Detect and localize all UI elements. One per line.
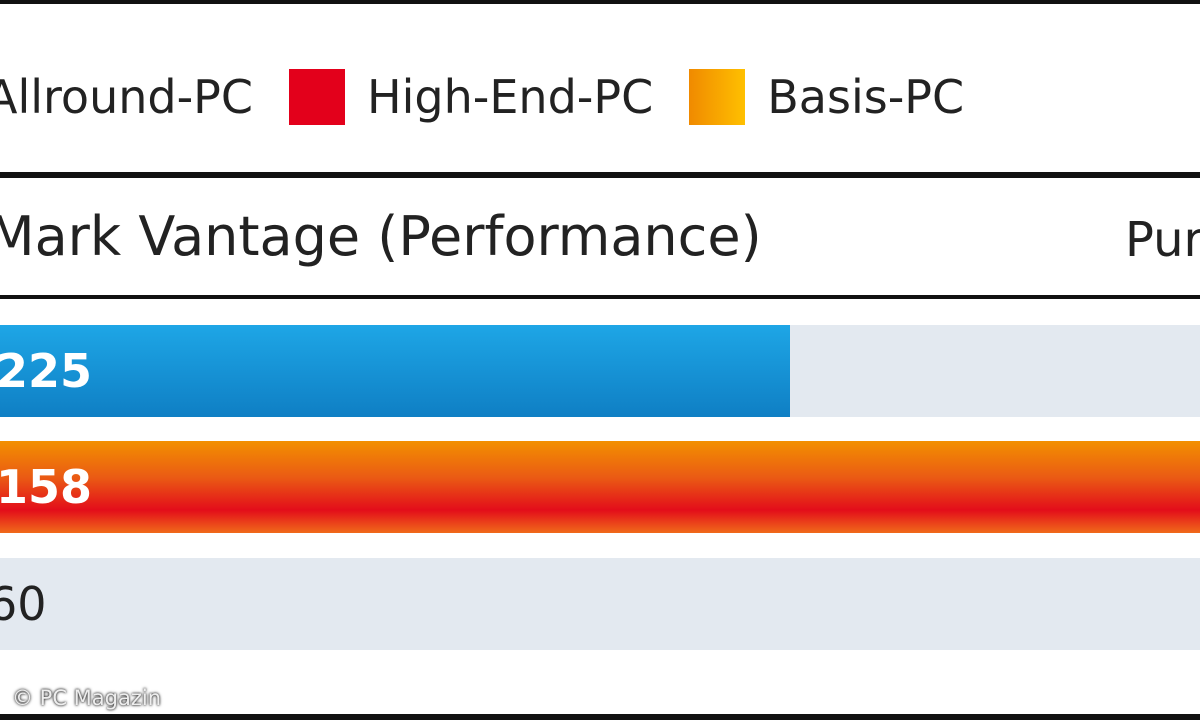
bar-high-end [0,441,1200,533]
bar-track-high-end: 158 [0,441,1200,533]
legend-item-basis: Basis-PC [689,69,964,125]
bar-value-label: 225 [0,344,93,398]
legend-label: Basis-PC [767,70,965,124]
bar-value-label: 158 [0,460,93,514]
bar-allround [0,325,790,417]
legend: Allround-PC High-End-PC Basis-PC [0,62,1000,132]
header-rule-top [0,172,1200,178]
legend-label: High-End-PC [367,70,654,124]
bottom-border [0,714,1200,720]
legend-swatch-red [289,69,346,125]
bar-value-label: 60 [0,577,47,631]
legend-item-allround: Allround-PC [0,70,253,124]
next-chart-title: Pur [1125,212,1200,268]
header-rule-bottom [0,295,1200,299]
legend-swatch-orange [689,69,746,125]
legend-item-high-end: High-End-PC [289,69,653,125]
legend-label: Allround-PC [0,70,254,124]
bar-track-basis: 60 [0,558,1200,650]
bar-track-allround: 225 [0,325,1200,417]
chart-title: Mark Vantage (Performance) [0,205,762,268]
top-border [0,0,1200,4]
copyright-watermark: © PC Magazin [12,686,162,710]
